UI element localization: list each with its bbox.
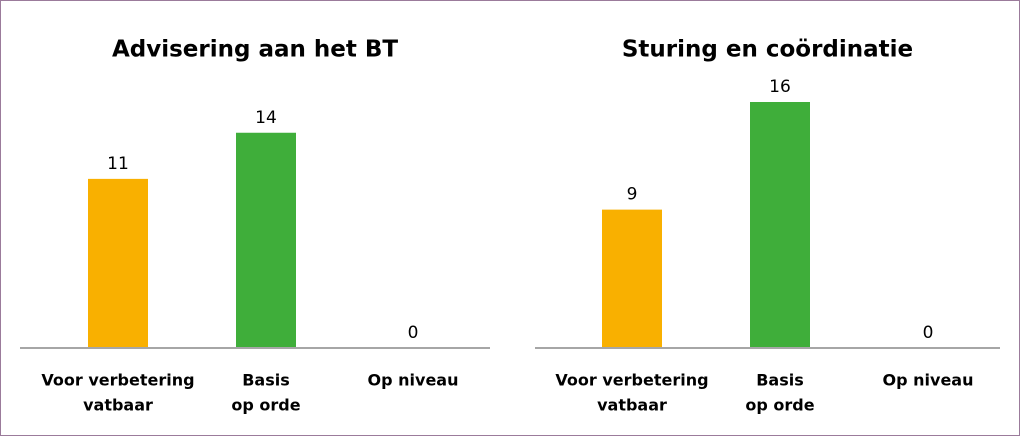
bar xyxy=(88,178,148,348)
bar xyxy=(236,132,296,348)
data-label: 0 xyxy=(408,323,419,343)
x-tick-label: op orde xyxy=(745,396,814,415)
data-label: 0 xyxy=(923,323,934,343)
x-tick-label: vatbaar xyxy=(597,396,667,415)
data-label: 11 xyxy=(107,154,129,174)
chart-title: Advisering aan het BT xyxy=(112,37,398,63)
x-tick-label: vatbaar xyxy=(83,396,153,415)
bar xyxy=(750,102,810,348)
x-tick-label: op orde xyxy=(231,396,300,415)
bar xyxy=(602,209,662,348)
data-label: 9 xyxy=(627,185,638,205)
data-label: 16 xyxy=(769,77,791,97)
x-tick-label: Basis xyxy=(756,371,804,390)
x-tick-label: Op niveau xyxy=(368,371,459,390)
chart-title: Sturing en coördinatie xyxy=(622,37,913,63)
x-tick-label: Voor verbetering xyxy=(555,371,708,390)
x-tick-label: Op niveau xyxy=(883,371,974,390)
x-tick-label: Basis xyxy=(242,371,290,390)
data-label: 14 xyxy=(255,108,277,128)
x-tick-label: Voor verbetering xyxy=(41,371,194,390)
